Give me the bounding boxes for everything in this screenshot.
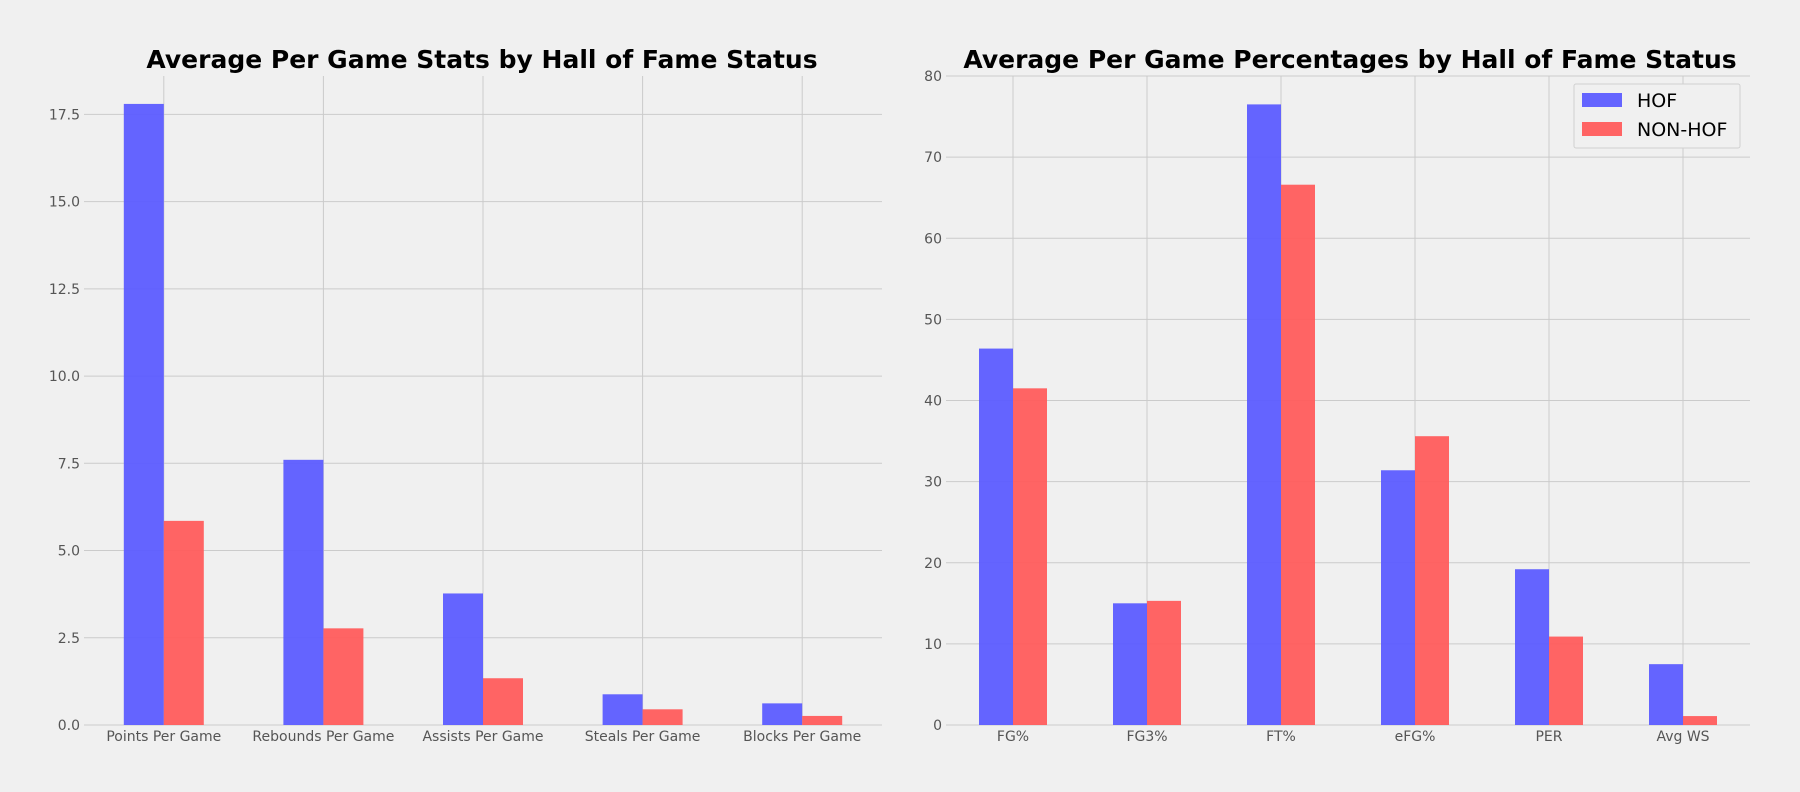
x-tick-label: PER [1535, 729, 1562, 745]
y-tick-label: 60 [924, 231, 942, 247]
bar-hof-2 [443, 593, 483, 725]
x-tick-labels: FG% FG3% FT% eFG% PER Avg WS [997, 729, 1710, 745]
bar-nonhof-2 [483, 678, 523, 725]
bars [979, 104, 1717, 726]
y-tick-label: 7.5 [58, 456, 80, 472]
bar-nonhof-3 [642, 709, 683, 725]
x-tick-label: FG% [997, 729, 1029, 745]
bar-hof-3 [1381, 470, 1415, 725]
legend-label-hof: HOF [1637, 90, 1677, 112]
x-tick-label: Blocks Per Game [743, 729, 861, 745]
y-tick-labels: 0.0 2.5 5.0 7.5 10.0 12.5 15.0 17.5 [49, 107, 80, 734]
y-tick-label: 2.5 [58, 631, 80, 647]
legend-label-nonhof: NON-HOF [1637, 119, 1727, 141]
bar-nonhof-1 [323, 628, 364, 725]
bar-nonhof-3 [1415, 436, 1449, 725]
x-tick-label: FG3% [1126, 729, 1167, 745]
bar-hof-0 [123, 103, 164, 725]
y-tick-labels: 0 10 20 30 40 50 60 70 80 [924, 69, 942, 734]
y-tick-label: 20 [924, 556, 942, 572]
legend-swatch-nonhof [1582, 122, 1622, 136]
y-tick-label: 17.5 [49, 107, 80, 123]
bar-nonhof-4 [1549, 636, 1583, 725]
bar-nonhof-2 [1281, 184, 1315, 725]
y-tick-label: 5.0 [58, 544, 80, 560]
x-tick-label: Assists Per Game [422, 729, 543, 745]
bar-nonhof-1 [1147, 600, 1181, 725]
bar-nonhof-0 [163, 520, 204, 725]
x-tick-label: Steals Per Game [585, 729, 701, 745]
percentages-chart: Average Per Game Percentages by Hall of … [924, 45, 1750, 745]
bar-hof-3 [602, 694, 643, 725]
y-tick-label: 0 [933, 718, 942, 734]
x-tick-label: FT% [1266, 729, 1296, 745]
x-tick-label: Points Per Game [106, 729, 221, 745]
x-tick-label: Avg WS [1656, 729, 1709, 745]
bar-hof-2 [1247, 104, 1281, 726]
bar-hof-4 [762, 703, 803, 725]
y-tick-label: 0.0 [58, 718, 80, 734]
bar-hof-5 [1649, 664, 1683, 725]
bar-hof-1 [283, 459, 324, 725]
chart-title: Average Per Game Percentages by Hall of … [963, 45, 1736, 74]
chart-title: Average Per Game Stats by Hall of Fame S… [146, 45, 817, 74]
legend: HOF NON-HOF [1573, 83, 1741, 149]
stats-chart: Average Per Game Stats by Hall of Fame S… [49, 45, 882, 745]
y-tick-label: 10 [924, 637, 942, 653]
bar-hof-0 [979, 348, 1013, 725]
y-tick-label: 12.5 [49, 282, 80, 298]
bar-nonhof-0 [1013, 388, 1047, 725]
y-tick-label: 10.0 [49, 369, 80, 385]
x-tick-labels: Points Per Game Rebounds Per Game Assists … [106, 729, 861, 745]
bar-nonhof-4 [802, 715, 843, 725]
legend-swatch-hof [1582, 93, 1622, 107]
bar-hof-1 [1113, 603, 1147, 725]
bar-nonhof-5 [1683, 716, 1717, 725]
y-tick-label: 40 [924, 394, 942, 410]
y-tick-label: 30 [924, 475, 942, 491]
grid [946, 75, 1750, 726]
bars [123, 103, 843, 725]
x-tick-label: Rebounds Per Game [252, 729, 394, 745]
bar-hof-4 [1515, 569, 1549, 725]
y-tick-label: 50 [924, 312, 942, 328]
grid [84, 76, 882, 726]
y-tick-label: 80 [924, 69, 942, 85]
y-tick-label: 15.0 [49, 195, 80, 211]
y-tick-label: 70 [924, 150, 942, 166]
x-tick-label: eFG% [1395, 729, 1436, 745]
